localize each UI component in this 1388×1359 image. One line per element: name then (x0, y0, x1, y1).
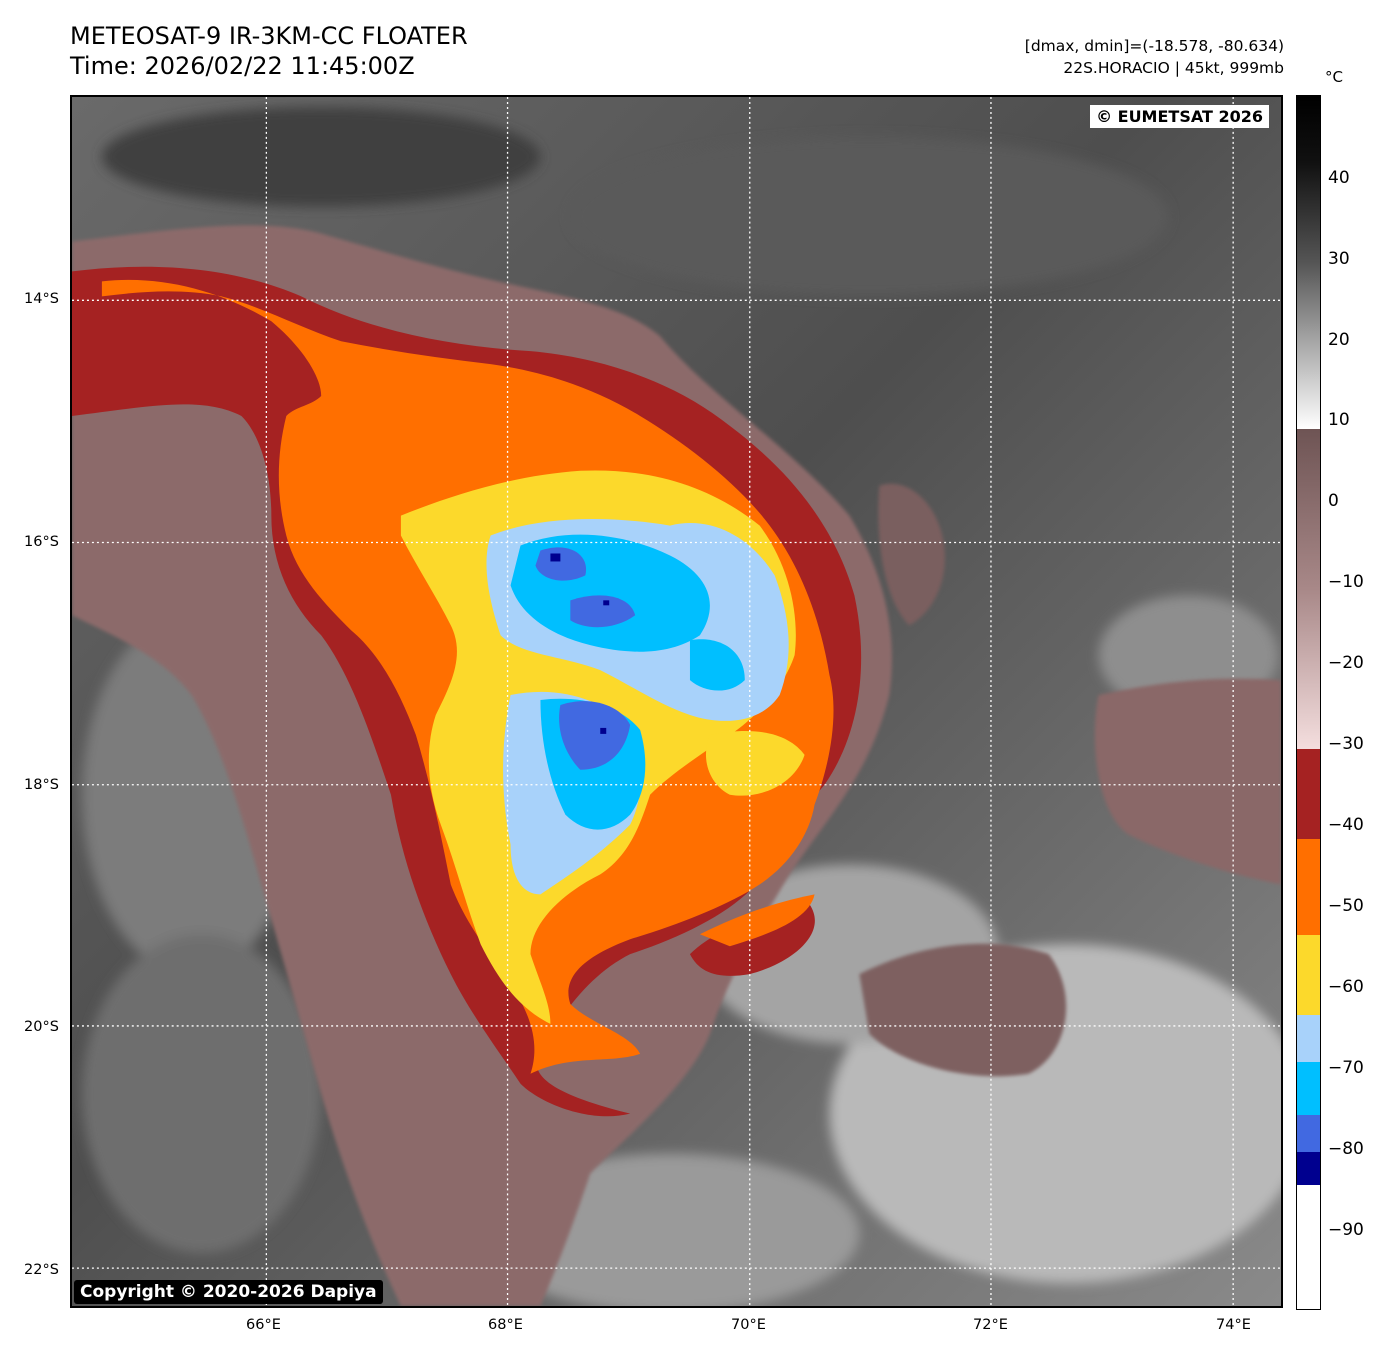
lon-label-74e: 74°E (1216, 1317, 1251, 1333)
image-time: Time: 2026/02/22 11:45:00Z (70, 52, 415, 80)
lat-label-14s: 14°S (24, 291, 59, 307)
cold-core-navy (550, 553, 610, 734)
colorbar-tick-minus10: −10 (1328, 572, 1364, 592)
colorbar-tick-minus80: −80 (1328, 1139, 1364, 1159)
colorbar-tick-10: 10 (1328, 410, 1350, 430)
ir-imagery (72, 97, 1281, 1306)
graticule (72, 97, 1281, 1306)
lat-label-16s: 16°S (24, 534, 59, 550)
colorbar-tick-minus30: −30 (1328, 734, 1364, 754)
colorbar-tick-0: 0 (1328, 491, 1339, 511)
dmax-dmin-readout: [dmax, dmin]=(-18.578, -80.634) (1024, 37, 1284, 55)
colorbar-tick-minus90: −90 (1328, 1220, 1364, 1240)
product-title: METEOSAT-9 IR-3KM-CC FLOATER (70, 22, 468, 50)
colorbar-tick-20: 20 (1328, 330, 1350, 350)
lon-label-66e: 66°E (246, 1317, 281, 1333)
colorbar-gradient (1297, 96, 1320, 1309)
lat-label-22s: 22°S (24, 1262, 59, 1278)
colorbar-tick-40: 40 (1328, 168, 1350, 188)
colorbar-unit: °C (1325, 68, 1343, 86)
colorbar-tick-minus40: −40 (1328, 815, 1364, 835)
colorbar-tick-minus20: −20 (1328, 653, 1364, 673)
lon-label-70e: 70°E (731, 1317, 766, 1333)
cold-band-royal-blue (535, 547, 636, 770)
lon-label-72e: 72°E (973, 1317, 1008, 1333)
lat-label-18s: 18°S (24, 777, 59, 793)
colorbar-tick-minus50: −50 (1328, 896, 1364, 916)
eumetsat-watermark: © EUMETSAT 2026 (1090, 105, 1269, 128)
lon-label-68e: 68°E (488, 1317, 523, 1333)
storm-info: 22S.HORACIO | 45kt, 999mb (1063, 59, 1284, 77)
lat-label-20s: 20°S (24, 1019, 59, 1035)
colorbar (1296, 95, 1321, 1310)
colorbar-tick-minus60: −60 (1328, 977, 1364, 997)
colorbar-tick-30: 30 (1328, 249, 1350, 269)
satellite-map: © EUMETSAT 2026 Copyright © 2020-2026 Da… (70, 95, 1283, 1308)
colorbar-tick-minus70: −70 (1328, 1058, 1364, 1078)
copyright-label: Copyright © 2020-2026 Dapiya (74, 1280, 383, 1304)
